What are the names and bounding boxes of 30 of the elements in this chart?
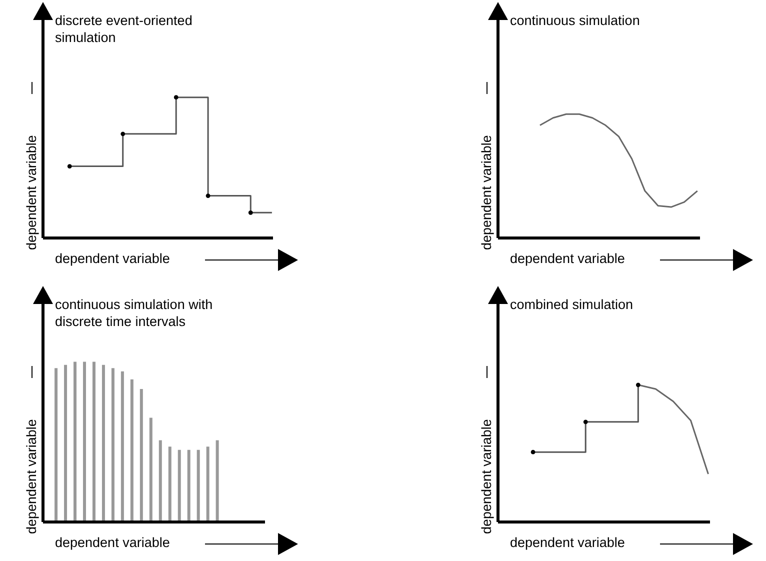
chart-title: discrete event-oriented simulation <box>55 12 194 46</box>
x-axis-title: dependent variable <box>55 251 170 266</box>
bar <box>206 446 210 522</box>
bar <box>149 418 152 522</box>
bar <box>64 364 68 522</box>
y-axis-title: dependent variable <box>479 419 494 534</box>
y-axis-title: dependent variable <box>24 135 39 250</box>
bar <box>187 450 190 522</box>
bar <box>196 450 200 522</box>
bar <box>140 388 143 522</box>
bar <box>83 362 86 522</box>
bar <box>102 364 105 522</box>
bar <box>92 362 96 522</box>
bar <box>178 450 181 522</box>
x-axis-title: dependent variable <box>510 251 625 266</box>
chart-title: continuous simulation <box>510 12 641 29</box>
bar <box>216 440 219 522</box>
chart-title: combined simulation <box>510 296 634 313</box>
chart-title: continuous simulation with discrete time intervals <box>55 296 214 330</box>
x-axis-title: dependent variable <box>55 535 170 550</box>
bar <box>54 368 58 522</box>
bar <box>158 440 162 522</box>
bar <box>168 446 172 522</box>
bar <box>130 379 134 522</box>
y-axis-title: dependent variable <box>479 135 494 250</box>
bar <box>74 362 77 522</box>
bar <box>111 368 114 522</box>
y-axis-title: dependent variable <box>24 419 39 534</box>
bar <box>120 371 124 522</box>
x-axis-title: dependent variable <box>510 535 625 550</box>
